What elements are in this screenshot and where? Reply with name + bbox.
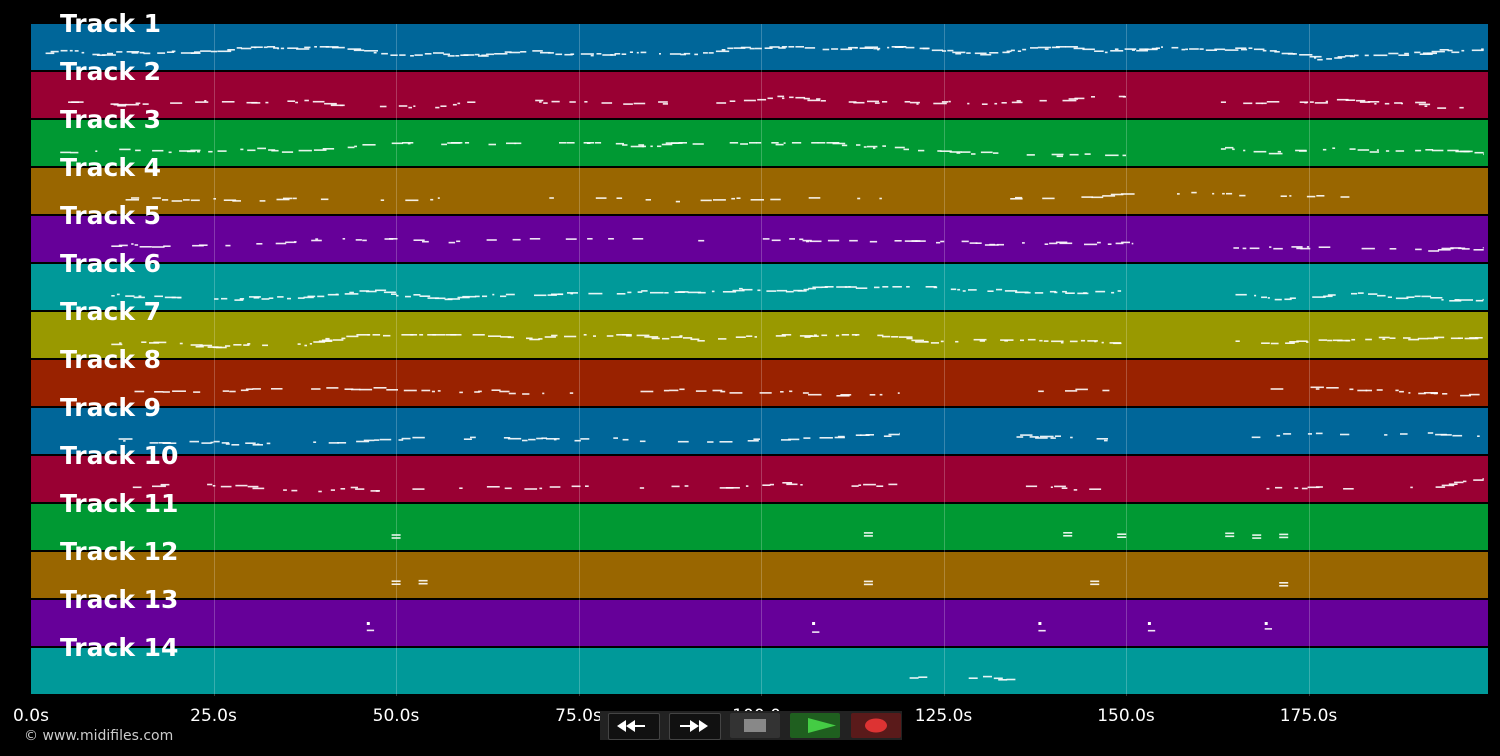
track-label-13: Track 13 bbox=[60, 585, 179, 614]
track-notes-1 bbox=[45, 46, 1484, 61]
track-notes-8 bbox=[134, 386, 1480, 397]
stop-icon bbox=[744, 719, 766, 732]
time-tick-label: 50.0s bbox=[372, 706, 420, 726]
track-notes-2 bbox=[68, 95, 1464, 109]
track-lane-1[interactable] bbox=[31, 24, 1488, 70]
rewind-icon bbox=[617, 720, 645, 732]
track-lane-9[interactable] bbox=[31, 408, 1488, 454]
track-label-8: Track 8 bbox=[60, 345, 162, 374]
track-lane-7[interactable] bbox=[31, 312, 1488, 358]
transport-controls bbox=[600, 711, 902, 740]
track-label-11: Track 11 bbox=[60, 489, 179, 518]
track-notes-9 bbox=[118, 432, 1480, 446]
track-notes-6 bbox=[111, 286, 1484, 302]
track-notes-7 bbox=[111, 334, 1483, 349]
track-lane-13[interactable] bbox=[31, 600, 1488, 646]
time-tick-label: 150.0s bbox=[1097, 706, 1155, 726]
time-tick-label: 125.0s bbox=[914, 706, 973, 726]
time-tick-label: 0.0s bbox=[13, 706, 49, 726]
track-label-2: Track 2 bbox=[60, 57, 162, 86]
stop-button[interactable] bbox=[730, 713, 780, 738]
record-icon bbox=[865, 718, 887, 733]
track-notes-14 bbox=[909, 675, 1016, 681]
play-button[interactable] bbox=[790, 713, 840, 738]
rewind-button[interactable] bbox=[608, 713, 660, 740]
track-lane-4[interactable] bbox=[31, 168, 1488, 214]
track-lane-6[interactable] bbox=[31, 264, 1488, 310]
track-label-10: Track 10 bbox=[60, 441, 179, 470]
track-label-1: Track 1 bbox=[60, 9, 162, 38]
track-lane-14[interactable] bbox=[31, 648, 1488, 694]
track-notes-5 bbox=[111, 238, 1484, 252]
track-label-12: Track 12 bbox=[60, 537, 179, 566]
track-label-5: Track 5 bbox=[60, 201, 162, 230]
track-label-3: Track 3 bbox=[60, 105, 162, 134]
record-button[interactable] bbox=[851, 713, 901, 738]
track-notes-13 bbox=[366, 622, 1272, 633]
copyright-notice: © www.midifiles.com bbox=[24, 728, 174, 744]
track-lane-11[interactable] bbox=[31, 504, 1488, 550]
fast-forward-icon bbox=[680, 720, 708, 732]
track-notes-4 bbox=[125, 191, 1350, 203]
track-label-4: Track 4 bbox=[60, 153, 162, 182]
track-label-14: Track 14 bbox=[60, 633, 179, 662]
track-notes-11 bbox=[391, 532, 1289, 539]
track-label-7: Track 7 bbox=[60, 297, 162, 326]
time-tick-label: 25.0s bbox=[190, 706, 237, 726]
fast-forward-button[interactable] bbox=[669, 713, 721, 740]
track-lane-8[interactable] bbox=[31, 360, 1488, 406]
track-lane-5[interactable] bbox=[31, 216, 1488, 262]
track-lane-10[interactable] bbox=[31, 456, 1488, 502]
track-lanes bbox=[31, 24, 1488, 696]
track-label-6: Track 6 bbox=[60, 249, 162, 278]
track-notes-12 bbox=[391, 579, 1289, 587]
track-notes-3 bbox=[60, 142, 1484, 158]
track-label-9: Track 9 bbox=[60, 393, 162, 422]
track-notes-10 bbox=[132, 478, 1484, 493]
track-lane-12[interactable] bbox=[31, 552, 1488, 598]
track-lane-3[interactable] bbox=[31, 120, 1488, 166]
time-tick-label: 175.0s bbox=[1279, 706, 1338, 726]
track-lane-2[interactable] bbox=[31, 72, 1488, 118]
play-icon bbox=[808, 718, 836, 733]
time-tick-label: 75.0s bbox=[555, 706, 602, 726]
